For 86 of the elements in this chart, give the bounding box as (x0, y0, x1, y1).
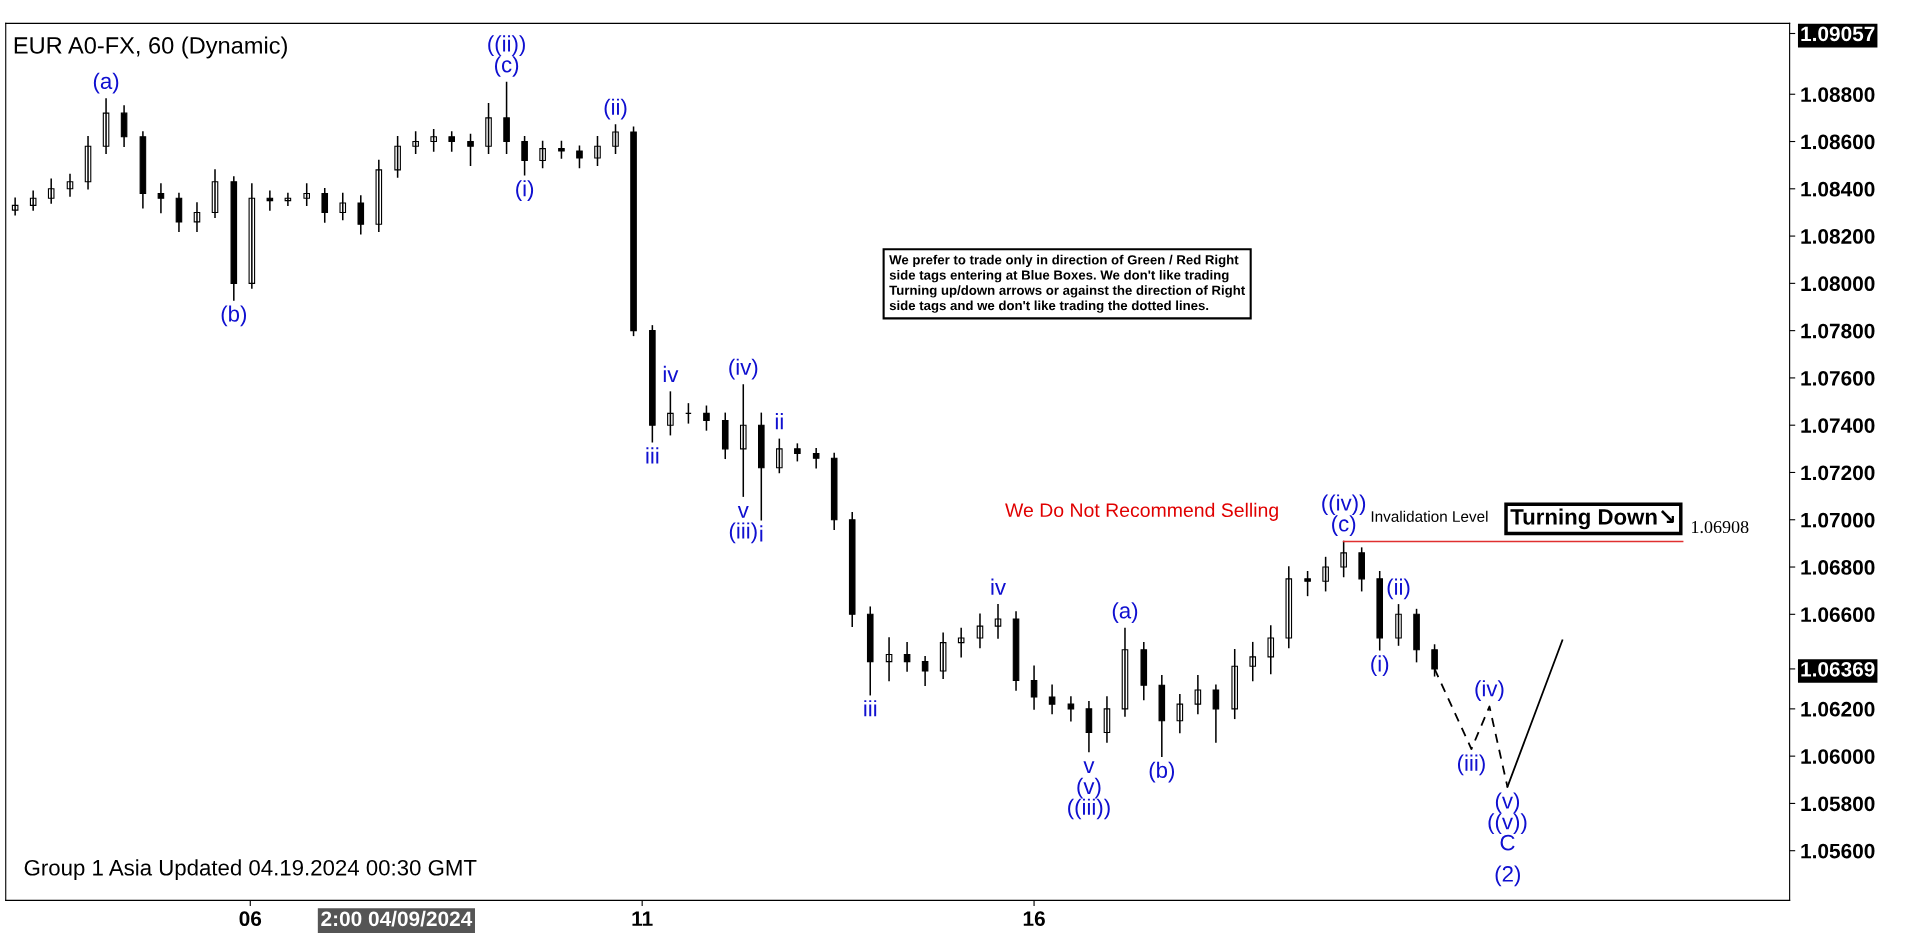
annotation: (c) (495, 56, 519, 77)
candlestick (630, 126, 637, 337)
candlestick (594, 136, 601, 166)
annotation: i (760, 525, 763, 542)
x-tick-label: 16 (1023, 911, 1045, 927)
y-tick-label: 1.07800 (1801, 323, 1875, 339)
annotation: (c) (1332, 515, 1356, 536)
candlestick (612, 124, 619, 155)
annotation: We prefer to trade only in direction of Green / Red Right side tags entering at Blue Boxes. We don't like trading Turning up/down arrows or against the direction of Right side tags and we don't like trading the dotted lines. (889, 254, 1246, 313)
candlestick (576, 145, 583, 169)
y-tick-label: 1.08600 (1801, 134, 1875, 150)
annotation: iii (646, 447, 659, 464)
x-tick-label: 11 (632, 911, 653, 926)
annotation: (v) (1495, 792, 1520, 814)
annotation: iv (663, 365, 679, 382)
y-tick-label: 1.07200 (1801, 465, 1875, 481)
annotation: (b) (1149, 761, 1175, 783)
annotation: Group 1 Asia Updated 04.19.2024 00:30 GMT (24, 859, 477, 881)
annotation: (a) (93, 72, 119, 94)
annotation: C (1500, 834, 1515, 851)
annotation: ((iii)) (1068, 798, 1110, 820)
annotation: ((ii)) (488, 35, 525, 57)
annotation: iii (864, 700, 877, 717)
annotation: ((iv)) (1322, 494, 1366, 516)
annotation: ii (775, 413, 783, 430)
x-tick-label: 06 (239, 911, 262, 927)
candlestick (303, 183, 311, 207)
candlestick (703, 405, 710, 431)
annotation: (a) (1112, 602, 1138, 623)
annotation: (i) (1371, 655, 1389, 677)
candlestick (539, 140, 546, 169)
candlestick (1340, 540, 1347, 578)
annotation: (iii) (729, 522, 757, 544)
candlestick (1304, 570, 1311, 597)
candlestick (430, 128, 437, 152)
candlestick (1322, 556, 1329, 592)
candlestick (485, 102, 492, 155)
annotation: iv (991, 578, 1006, 595)
y-tick-label: 1.07000 (1801, 512, 1875, 528)
y-tick-label: 1.09057 (1801, 26, 1875, 42)
candlestick (667, 391, 674, 436)
annotation: Invalidation Level (1371, 510, 1488, 522)
candlestick (448, 131, 456, 152)
y-tick-label: 1.06369 (1801, 661, 1875, 677)
y-tick-label: 1.08200 (1801, 229, 1875, 244)
annotation: (2) (1495, 865, 1520, 887)
candlestick (1395, 604, 1402, 646)
candlestick (1376, 570, 1384, 651)
annotation: (ii) (604, 98, 627, 120)
candlestick (503, 81, 510, 155)
y-tick-label: 1.05600 (1801, 843, 1875, 859)
y-tick-label: 1.06800 (1801, 560, 1875, 575)
candlestick (758, 412, 765, 521)
annotation: v (737, 506, 749, 518)
annotation: (iii) (1457, 754, 1485, 776)
annotation: Turning Down↘ (1510, 508, 1674, 530)
y-tick-label: 1.08800 (1801, 87, 1875, 102)
annotation: (i) (516, 180, 534, 201)
y-tick-label: 1.07600 (1801, 370, 1875, 386)
annotation: ((v)) (1488, 813, 1527, 834)
candlestick (776, 438, 783, 474)
text: EUR A0-FX, 60 (Dynamic) (14, 36, 287, 59)
annotation: We Do Not Recommend Selling (1005, 502, 1278, 521)
candlestick (467, 133, 474, 166)
text: 2:00 04/09/2024 (321, 910, 473, 927)
annotation: (ii) (1387, 578, 1410, 600)
y-tick-label: 1.07400 (1801, 418, 1875, 433)
y-tick-label: 1.08000 (1801, 276, 1875, 292)
y-tick-label: 1.06600 (1801, 607, 1875, 623)
candlestick (649, 325, 656, 443)
annotation: (iv) (729, 358, 758, 380)
y-tick-label: 1.05800 (1801, 796, 1875, 812)
candlestick (412, 131, 419, 155)
y-tick-label: 1.08400 (1801, 181, 1875, 197)
ref-line-label: 1.06908 (1692, 520, 1749, 534)
annotation: (iv) (1475, 680, 1504, 701)
annotation: (b) (221, 305, 247, 327)
candlestick (521, 136, 528, 176)
candlestick (1231, 649, 1239, 720)
candlestick (1358, 547, 1365, 592)
y-tick-label: 1.06200 (1801, 701, 1875, 717)
candlestick (394, 136, 401, 178)
annotation: (v) (1077, 777, 1101, 799)
candlestick (1413, 608, 1420, 663)
y-tick-label: 1.06000 (1801, 749, 1875, 764)
annotation: v (1083, 761, 1095, 774)
